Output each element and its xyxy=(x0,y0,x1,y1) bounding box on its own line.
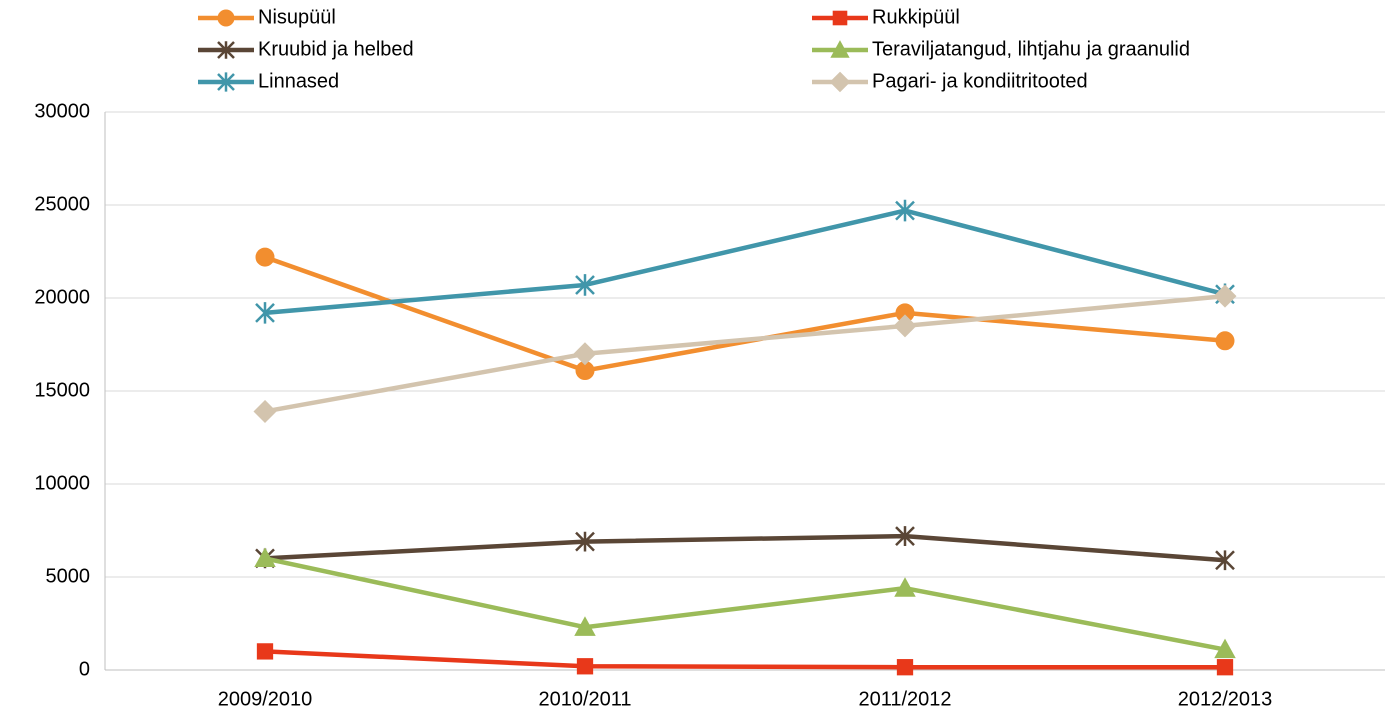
marker xyxy=(894,577,916,597)
marker xyxy=(829,71,851,93)
y-tick-label: 0 xyxy=(79,658,90,680)
marker xyxy=(1216,659,1234,676)
marker xyxy=(830,40,850,58)
line xyxy=(264,649,1225,670)
legend-label: Nisupüül xyxy=(258,6,336,28)
marker xyxy=(896,659,914,676)
marker xyxy=(255,302,275,324)
marker xyxy=(576,658,594,675)
marker xyxy=(574,616,596,636)
x-tick-label: 2010/2011 xyxy=(538,688,631,710)
marker xyxy=(1215,550,1235,571)
y-tick-label: 15000 xyxy=(34,379,90,401)
marker xyxy=(1213,284,1237,308)
x-tick-label: 2011/2012 xyxy=(858,688,951,710)
marker xyxy=(895,199,915,222)
line xyxy=(264,556,1226,652)
x-tick-label: 2009/2010 xyxy=(218,688,313,710)
marker xyxy=(256,643,274,660)
marker xyxy=(253,399,277,423)
y-tick-label: 30000 xyxy=(34,100,90,122)
legend-label: Teraviljatangud, lihtjahu ja graanulid xyxy=(872,38,1190,60)
marker xyxy=(254,547,276,567)
marker xyxy=(573,342,597,366)
line xyxy=(264,293,1226,414)
marker xyxy=(255,247,275,267)
marker xyxy=(832,10,848,26)
line xyxy=(264,208,1226,316)
marker xyxy=(217,9,235,27)
marker xyxy=(895,526,915,546)
y-tick-label: 25000 xyxy=(34,193,90,215)
marker xyxy=(575,274,595,296)
marker xyxy=(1214,638,1236,659)
line xyxy=(264,254,1226,373)
x-tick-label: 2012/2013 xyxy=(1178,688,1273,710)
legend-label: Kruubid ja helbed xyxy=(258,38,414,60)
marker xyxy=(217,41,235,59)
legend-label: Pagari- ja kondiitritooted xyxy=(872,70,1088,92)
line xyxy=(264,533,1226,563)
marker xyxy=(1215,331,1235,351)
y-tick-label: 20000 xyxy=(34,286,90,308)
marker xyxy=(575,531,595,552)
y-tick-label: 10000 xyxy=(34,472,90,494)
legend-label: Rukkipüül xyxy=(872,6,960,28)
marker xyxy=(893,314,917,338)
marker xyxy=(217,72,235,92)
legend-label: Linnased xyxy=(258,70,339,92)
y-tick-label: 5000 xyxy=(46,565,91,587)
